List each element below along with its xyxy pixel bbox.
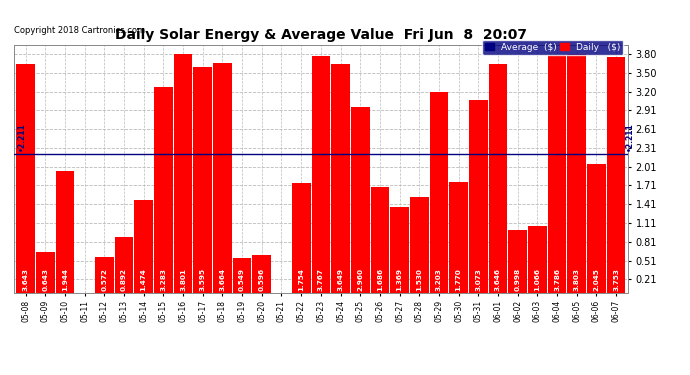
Text: 3.803: 3.803 [573, 268, 580, 291]
Text: 0.549: 0.549 [239, 268, 245, 291]
Bar [567, 54, 586, 292]
Bar [56, 171, 75, 292]
Text: 1.530: 1.530 [416, 268, 422, 291]
Text: 3.786: 3.786 [554, 268, 560, 291]
Bar [311, 57, 331, 292]
Bar [509, 230, 527, 292]
Text: 3.073: 3.073 [475, 268, 482, 291]
Text: 1.474: 1.474 [141, 268, 147, 291]
Bar [371, 187, 389, 292]
Bar [449, 182, 468, 292]
Bar [430, 92, 448, 292]
Text: 1.944: 1.944 [62, 268, 68, 291]
Text: 3.801: 3.801 [180, 268, 186, 291]
Text: 0.572: 0.572 [101, 268, 108, 291]
Text: Copyright 2018 Cartronics.com: Copyright 2018 Cartronics.com [14, 26, 145, 35]
Text: 1.754: 1.754 [298, 268, 304, 291]
Bar [410, 196, 428, 292]
Text: 3.643: 3.643 [23, 268, 28, 291]
Text: 3.664: 3.664 [219, 268, 226, 291]
Text: 2.960: 2.960 [357, 268, 363, 291]
Title: Daily Solar Energy & Average Value  Fri Jun  8  20:07: Daily Solar Energy & Average Value Fri J… [115, 28, 527, 42]
Text: 0.998: 0.998 [515, 268, 521, 291]
Legend: Average  ($), Daily   ($): Average ($), Daily ($) [482, 40, 623, 55]
Text: 3.595: 3.595 [199, 268, 206, 291]
Bar [469, 100, 488, 292]
Bar [587, 164, 606, 292]
Bar [17, 64, 35, 292]
Bar [528, 226, 546, 292]
Bar [174, 54, 193, 292]
Text: •2.211: •2.211 [625, 123, 634, 152]
Text: 3.283: 3.283 [160, 268, 166, 291]
Bar [193, 67, 212, 292]
Bar [213, 63, 232, 292]
Text: 1.770: 1.770 [455, 268, 462, 291]
Text: 3.767: 3.767 [318, 268, 324, 291]
Bar [36, 252, 55, 292]
Text: 3.753: 3.753 [613, 268, 619, 291]
Bar [154, 87, 172, 292]
Bar [292, 183, 310, 292]
Text: 1.066: 1.066 [534, 268, 540, 291]
Text: 3.649: 3.649 [337, 268, 344, 291]
Text: 0.596: 0.596 [259, 268, 265, 291]
Bar [391, 207, 409, 292]
Bar [135, 200, 153, 292]
Bar [489, 64, 507, 292]
Bar [115, 237, 133, 292]
Text: 1.369: 1.369 [397, 268, 402, 291]
Text: 1.686: 1.686 [377, 268, 383, 291]
Bar [607, 57, 625, 292]
Text: 2.045: 2.045 [593, 268, 600, 291]
Bar [548, 55, 566, 292]
Bar [331, 64, 350, 292]
Text: 3.646: 3.646 [495, 268, 501, 291]
Bar [351, 107, 370, 292]
Text: 0.643: 0.643 [42, 268, 48, 291]
Text: •2.211: •2.211 [17, 123, 26, 152]
Text: 0.892: 0.892 [121, 268, 127, 291]
Bar [253, 255, 271, 292]
Text: 3.203: 3.203 [436, 268, 442, 291]
Bar [95, 256, 114, 292]
Bar [233, 258, 251, 292]
